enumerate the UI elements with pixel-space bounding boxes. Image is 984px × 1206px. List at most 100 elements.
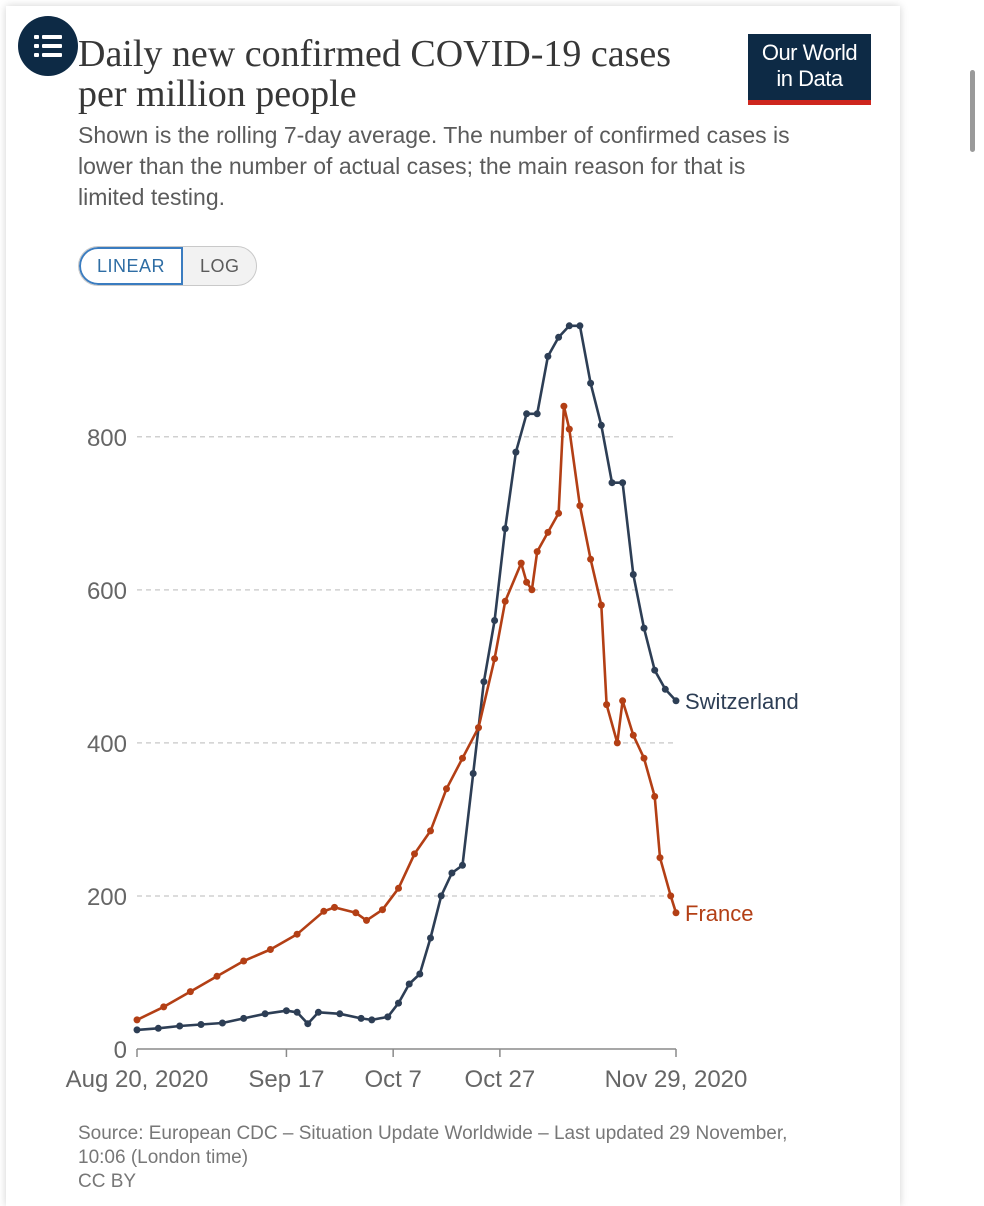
chart-card — [6, 6, 900, 1206]
x-tick-label: Aug 20, 2020 — [66, 1066, 209, 1093]
data-point — [154, 1024, 162, 1032]
data-point — [160, 1003, 168, 1011]
data-point — [533, 410, 541, 418]
data-point — [133, 1026, 141, 1034]
series: Switzerland France — [133, 322, 799, 1034]
series-label-france: France — [685, 901, 753, 926]
data-point — [672, 697, 680, 705]
data-point — [603, 701, 611, 709]
data-point — [405, 980, 413, 988]
license-text: CC BY — [78, 1171, 137, 1192]
data-point — [293, 930, 301, 938]
data-point — [533, 548, 541, 556]
scale-toggle: LINEAR LOG — [78, 246, 257, 286]
y-tick-label: 600 — [87, 578, 127, 605]
data-point — [565, 322, 573, 330]
y-tick-label: 400 — [87, 731, 127, 758]
data-point — [261, 1010, 269, 1018]
data-point — [395, 884, 402, 892]
data-point — [629, 731, 637, 739]
data-point — [282, 1007, 290, 1015]
data-point — [266, 946, 274, 953]
data-point — [629, 571, 637, 578]
log-scale-button[interactable]: LOG — [200, 256, 240, 276]
series-label-switzerland: Switzerland — [685, 689, 799, 714]
data-point — [576, 502, 584, 510]
x-tick-label: Nov 29, 2020 — [605, 1066, 748, 1093]
line-chart: 0 200 400 600 800 Aug 20, 2020 Sep 17 Oct 7 Oct … — [66, 322, 799, 1093]
scrollbar[interactable] — [970, 70, 975, 152]
data-point — [576, 322, 584, 330]
data-point — [597, 601, 605, 609]
series-line-france — [136, 404, 678, 1022]
data-point — [368, 1016, 376, 1024]
source-note: Source: European CDC – Situation Update … — [78, 1122, 798, 1194]
data-point — [293, 1008, 301, 1016]
data-point — [619, 697, 627, 705]
data-point — [448, 869, 456, 877]
data-point — [565, 425, 573, 433]
list-icon — [34, 35, 62, 57]
source-text: Source: European CDC – Situation Update … — [78, 1123, 788, 1168]
data-point — [501, 525, 509, 533]
x-tick-label: Sep 17 — [248, 1066, 324, 1093]
x-tick-label: Oct 7 — [364, 1066, 421, 1093]
data-point — [475, 724, 482, 732]
data-point — [491, 655, 499, 663]
data-point — [491, 617, 499, 624]
data-point — [656, 854, 664, 862]
data-point — [661, 685, 669, 693]
data-point — [672, 909, 680, 917]
data-point — [197, 1021, 205, 1028]
owid-logo[interactable]: Our World in Data — [748, 34, 871, 105]
data-point — [528, 586, 536, 594]
data-point — [416, 970, 424, 978]
x-tick-label: Oct 27 — [465, 1066, 536, 1093]
data-point — [512, 448, 520, 456]
data-point — [427, 827, 434, 835]
chart-title: Daily new confirmed COVID-19 cases per m… — [78, 33, 672, 115]
series-switzerland: Switzerland — [133, 322, 799, 1034]
data-point — [597, 421, 605, 429]
data-point — [459, 754, 466, 762]
data-point — [427, 934, 434, 942]
data-point — [363, 916, 370, 924]
axes: 0 200 400 600 800 Aug 20, 2020 Sep 17 Oct 7 Oct … — [66, 425, 748, 1093]
data-point — [587, 555, 595, 563]
data-point — [218, 1019, 226, 1027]
data-point — [640, 754, 648, 762]
y-tick-label: 0 — [114, 1037, 127, 1064]
grid-lines — [137, 436, 676, 897]
series-line-switzerland — [136, 324, 677, 1032]
data-point — [320, 907, 328, 915]
data-point — [240, 1014, 248, 1022]
linear-scale-button[interactable]: LINEAR — [79, 247, 184, 285]
menu-button[interactable] — [18, 16, 78, 76]
data-point — [651, 793, 659, 800]
data-point — [667, 892, 675, 900]
logo-line-1: Our World — [761, 40, 858, 65]
data-point — [352, 909, 360, 917]
data-point — [613, 739, 621, 747]
data-point — [384, 1013, 392, 1021]
data-point — [331, 903, 338, 911]
data-point — [443, 785, 450, 793]
data-point — [480, 678, 488, 686]
data-point — [608, 479, 616, 487]
data-point — [469, 770, 477, 777]
data-point — [555, 509, 563, 517]
logo-line-2: in Data — [776, 66, 843, 91]
data-point — [619, 479, 627, 487]
data-point — [314, 1008, 322, 1016]
data-point — [133, 1016, 141, 1024]
data-point — [544, 528, 552, 536]
data-point — [555, 333, 563, 341]
data-point — [560, 402, 568, 410]
data-point — [459, 861, 466, 869]
series-france: France — [133, 402, 753, 1024]
data-point — [544, 352, 552, 360]
data-point — [651, 666, 659, 674]
data-point — [336, 1010, 344, 1018]
data-point — [304, 1020, 312, 1028]
chart-subtitle: Shown is the rolling 7-day average. The … — [78, 122, 790, 210]
